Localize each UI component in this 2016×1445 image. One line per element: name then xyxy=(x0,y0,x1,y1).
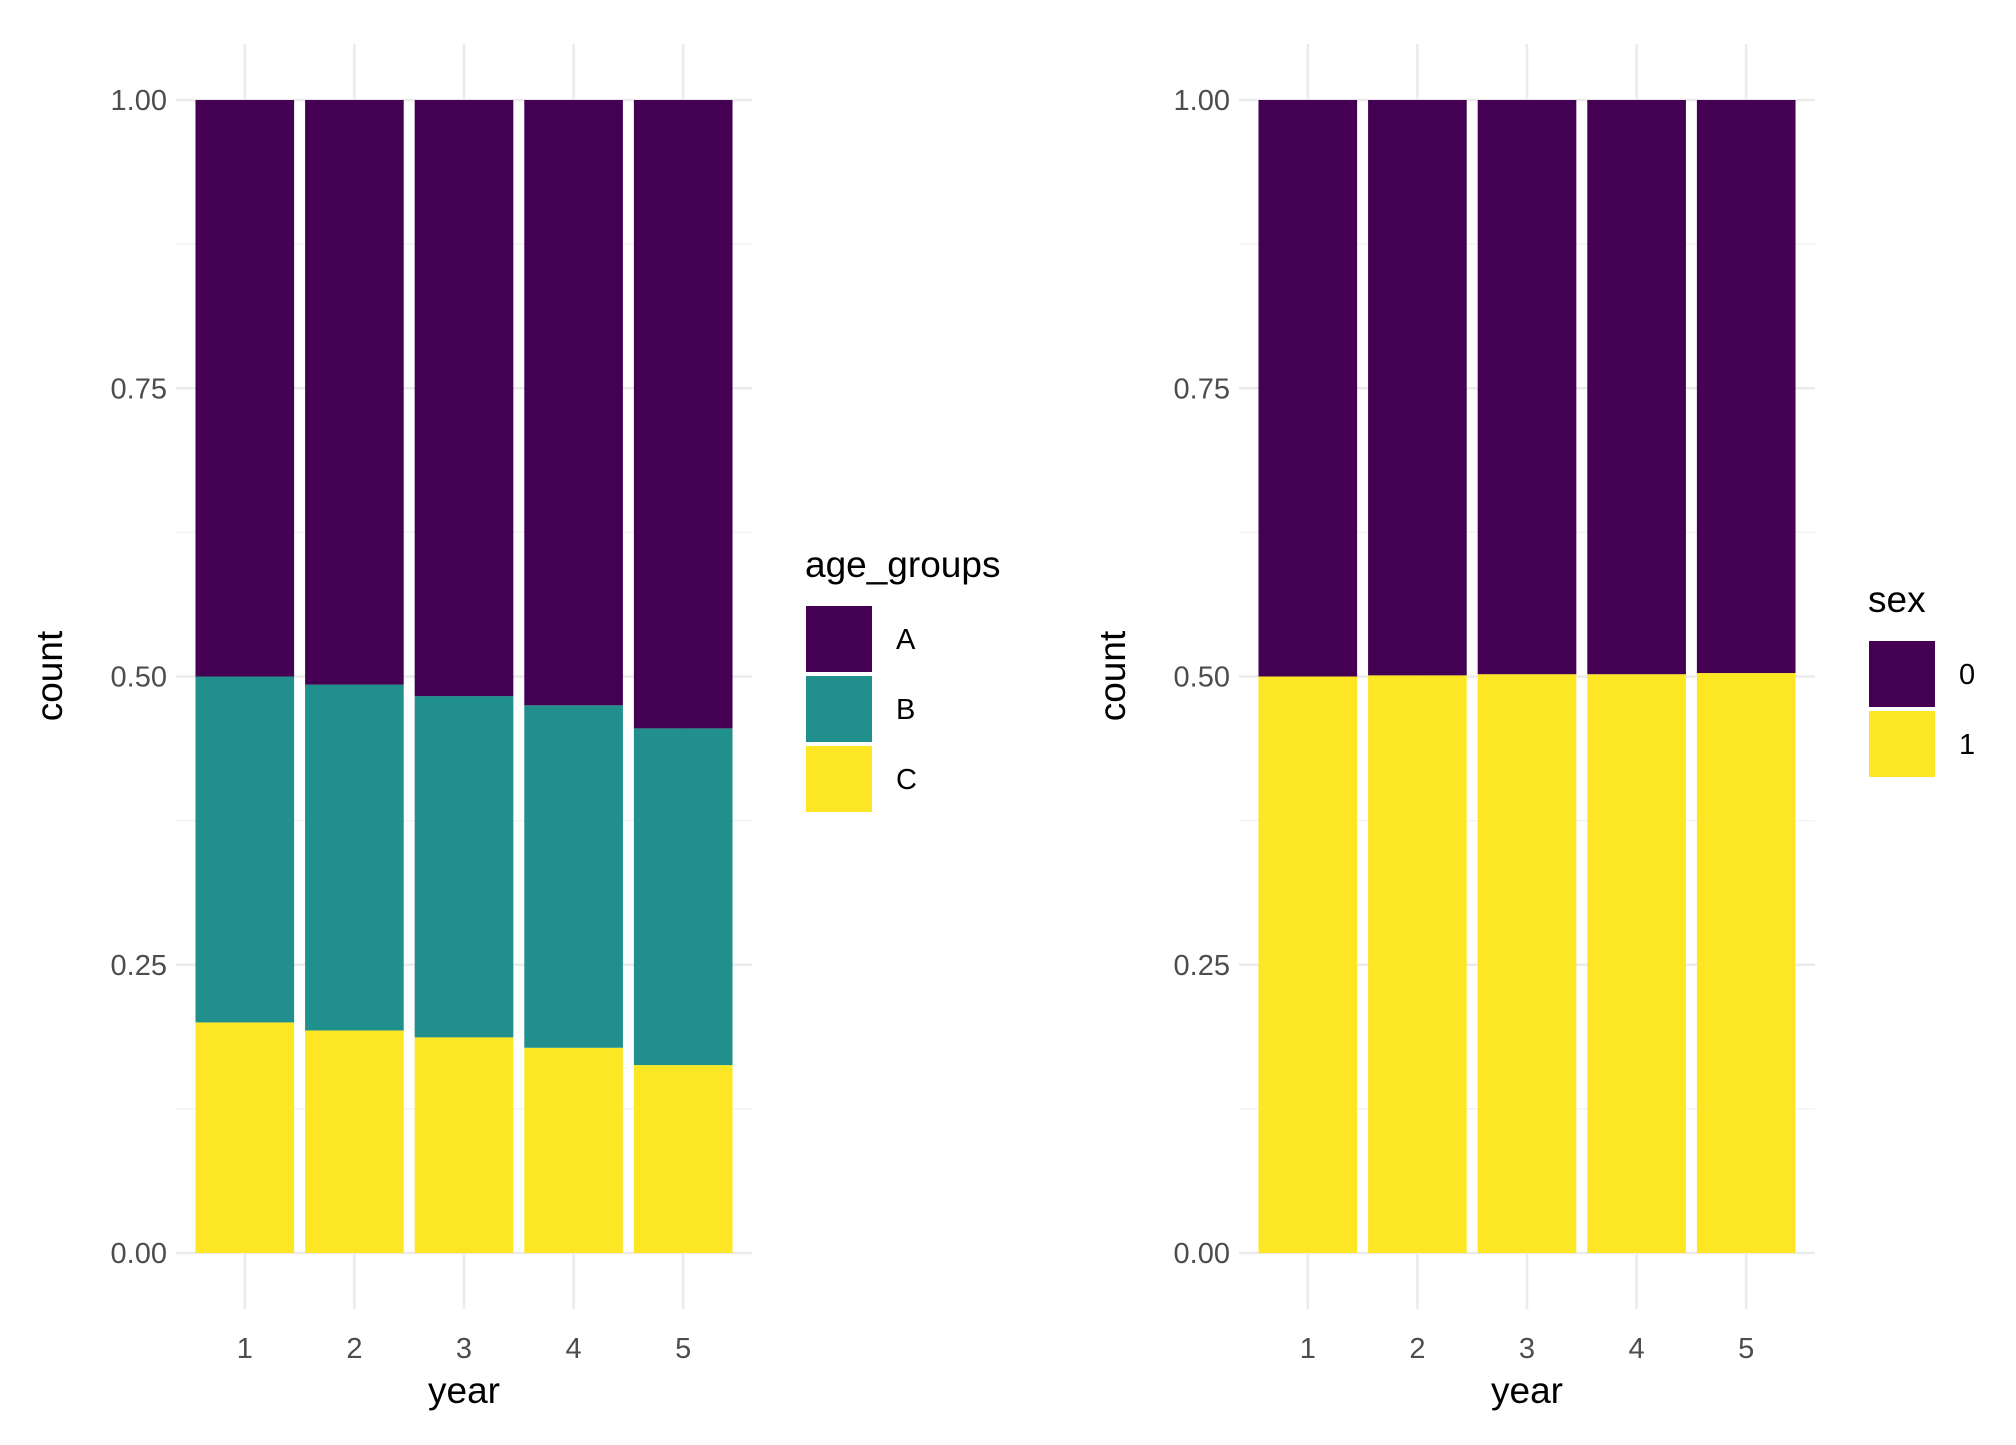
y-tick-label: 0.25 xyxy=(1174,950,1230,982)
y-tick-label: 0.50 xyxy=(111,662,167,694)
x-tick-label: 5 xyxy=(1738,1333,1754,1365)
bar-year-3-group-A xyxy=(414,100,514,697)
bar-year-3-group-B xyxy=(414,696,514,1038)
bar-year-4-group-A xyxy=(524,100,623,706)
legend-key-A xyxy=(806,606,872,672)
x-tick-label: 5 xyxy=(675,1333,691,1365)
bar-year-2-group-C xyxy=(305,1030,404,1253)
legend-label-0: 0 xyxy=(1959,659,1975,691)
bar-year-1-group-A xyxy=(195,100,295,677)
legend-label-C: C xyxy=(896,764,917,796)
x-axis-title: year xyxy=(1491,1370,1563,1411)
x-tick-label: 1 xyxy=(237,1333,253,1365)
bar-year-4-group-1 xyxy=(1587,674,1686,1253)
bar-year-5-group-B xyxy=(633,728,733,1066)
bar-year-3-group-0 xyxy=(1477,100,1577,675)
legend-title: age_groups xyxy=(805,544,1000,585)
y-tick-label: 0.75 xyxy=(1174,373,1230,405)
y-tick-label: 0.00 xyxy=(111,1238,167,1270)
x-tick-label: 3 xyxy=(1519,1333,1535,1365)
bar-year-2-group-0 xyxy=(1368,100,1467,676)
y-tick-label: 1.00 xyxy=(111,85,167,117)
bar-year-4-group-C xyxy=(524,1047,623,1253)
bar-year-5-group-1 xyxy=(1696,673,1796,1253)
y-tick-label: 0.25 xyxy=(111,950,167,982)
legend-key-B xyxy=(806,676,872,742)
x-tick-label: 2 xyxy=(346,1333,362,1365)
legend: age_groups A B C xyxy=(805,544,1000,812)
bar-year-2-group-B xyxy=(305,684,404,1031)
bar-year-5-group-A xyxy=(633,100,733,729)
y-tick-label: 1.00 xyxy=(1174,85,1230,117)
bar-year-1-group-C xyxy=(195,1022,295,1253)
bar-year-1-group-0 xyxy=(1258,100,1358,677)
legend-key-1 xyxy=(1869,711,1935,777)
legend: sex 0 1 xyxy=(1868,579,1975,777)
x-tick-label: 4 xyxy=(566,1333,582,1365)
x-tick-label: 2 xyxy=(1409,1333,1425,1365)
bar-year-4-group-0 xyxy=(1587,100,1686,675)
panel-2: 0.00 0.25 0.50 0.75 1.00 1 2 3 4 5 year count sex 0 1 xyxy=(1092,44,1975,1411)
legend-key-0 xyxy=(1869,641,1935,707)
bar-year-3-group-C xyxy=(414,1037,514,1253)
x-tick-label: 3 xyxy=(456,1333,472,1365)
y-axis-title: count xyxy=(1092,630,1133,721)
bar-year-2-group-1 xyxy=(1368,675,1467,1253)
bar-year-5-group-0 xyxy=(1696,100,1796,674)
bar-year-3-group-1 xyxy=(1477,674,1577,1253)
bar-year-2-group-A xyxy=(305,100,404,685)
legend-label-A: A xyxy=(896,624,916,656)
x-tick-label: 4 xyxy=(1629,1333,1645,1365)
legend-label-B: B xyxy=(896,694,915,726)
y-tick-label: 0.50 xyxy=(1174,662,1230,694)
panel-1: 0.00 0.25 0.50 0.75 1.00 1 2 3 4 5 year count age_gr… xyxy=(29,44,1000,1411)
legend-label-1: 1 xyxy=(1959,729,1975,761)
y-axis-title: count xyxy=(29,630,70,721)
bar-year-1-group-B xyxy=(195,676,295,1023)
y-tick-label: 0.75 xyxy=(111,373,167,405)
legend-key-C xyxy=(806,746,872,812)
x-axis-title: year xyxy=(428,1370,500,1411)
bar-year-5-group-C xyxy=(633,1065,733,1253)
bar-year-4-group-B xyxy=(524,705,623,1048)
legend-title: sex xyxy=(1868,579,1926,620)
y-tick-label: 0.00 xyxy=(1174,1238,1230,1270)
bar-year-1-group-1 xyxy=(1258,676,1358,1253)
x-tick-label: 1 xyxy=(1300,1333,1316,1365)
